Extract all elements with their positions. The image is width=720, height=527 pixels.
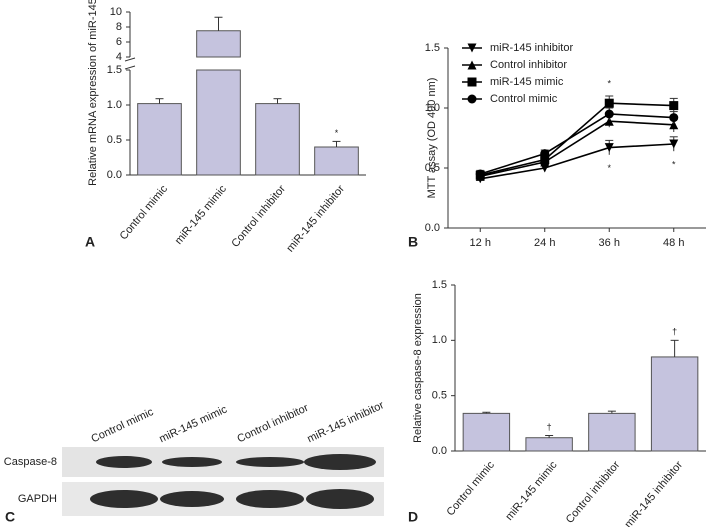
y-tick-label: 1.0	[425, 102, 440, 114]
legend-marker	[467, 60, 477, 70]
x-tick-label: Control mimic	[118, 183, 171, 243]
y-tick-label: 1.5	[432, 279, 447, 291]
legend-label: miR-145 mimic	[490, 76, 564, 88]
point	[669, 120, 679, 130]
y-tick-label: 10	[110, 6, 122, 18]
point	[669, 101, 679, 111]
axis-break	[124, 59, 136, 68]
y-tick-label: 0.5	[107, 134, 122, 146]
y-tick-label: 8	[116, 21, 122, 33]
y-axis-label: MTT assay (OD 490 nm)	[426, 78, 438, 199]
y-axis-label: Relative mRNA expression of miR-145	[87, 0, 99, 186]
lane-label: Control mimic	[89, 406, 155, 445]
point	[669, 139, 679, 149]
panel-label: C	[5, 509, 15, 525]
x-tick-label: Control mimic	[444, 459, 497, 519]
y-axis-label: Relative caspase-8 expression	[412, 293, 424, 443]
y-tick-label: 0.0	[432, 445, 447, 457]
panel-label: D	[408, 509, 418, 525]
blot-band	[306, 489, 374, 509]
point	[604, 109, 614, 119]
y-tick-label: 1.0	[107, 99, 122, 111]
y-tick-label: 0.0	[107, 169, 122, 181]
legend-label: Control inhibitor	[490, 59, 567, 71]
legend-label: Control mimic	[490, 93, 558, 105]
legend-marker	[467, 77, 477, 87]
bar	[588, 412, 636, 452]
x-tick-label: miR-145 inhibitor	[284, 183, 347, 255]
y-tick-label: 1.5	[107, 64, 122, 76]
blot-band	[160, 491, 224, 507]
x-tick-label: 48 h	[663, 237, 684, 249]
y-tick-label: 6	[116, 36, 122, 48]
blot-band	[304, 454, 376, 470]
bar	[462, 412, 511, 452]
y-tick-label: 0.0	[425, 222, 440, 234]
x-tick-label: miR-145 mimic	[503, 459, 560, 523]
x-tick-label: Control inhibitor	[564, 459, 623, 526]
blot-band	[90, 490, 158, 508]
series-line	[480, 120, 674, 178]
point	[540, 155, 550, 165]
x-tick-label: miR-145 mimic	[173, 183, 230, 247]
row-label: GAPDH	[18, 493, 57, 505]
legend-marker	[467, 94, 477, 104]
lane-label: miR-145 mimic	[157, 403, 229, 445]
x-tick-label: Control inhibitor	[229, 183, 288, 250]
blot-band	[236, 457, 304, 467]
point	[540, 149, 550, 159]
bar	[525, 437, 573, 452]
bar	[650, 356, 699, 452]
panel-label: B	[408, 234, 418, 250]
significance-mark: †	[547, 422, 552, 432]
significance-mark: *	[335, 128, 339, 138]
significance-mark: *	[672, 160, 676, 170]
series-line	[480, 143, 674, 180]
row-label: Caspase-8	[4, 456, 57, 468]
legend-label: miR-145 inhibitor	[490, 42, 573, 54]
lane-label: Control inhibitor	[235, 402, 310, 446]
blot-band	[162, 457, 222, 467]
axis-break-slash	[124, 65, 136, 70]
point	[604, 143, 614, 153]
x-tick-label: 12 h	[470, 237, 491, 249]
panel-label: A	[85, 234, 95, 250]
point	[604, 98, 614, 108]
significance-mark: *	[607, 78, 611, 88]
point	[475, 169, 485, 179]
series-line	[480, 113, 674, 175]
x-tick-label: miR-145 inhibitor	[623, 459, 686, 527]
y-tick-label: 0.5	[432, 390, 447, 402]
point	[669, 113, 679, 123]
bar	[137, 103, 182, 176]
blot-band	[236, 490, 304, 508]
y-tick-label: 1.0	[432, 334, 447, 346]
x-tick-label: 24 h	[534, 237, 555, 249]
y-tick-label: 0.5	[425, 162, 440, 174]
point	[604, 116, 614, 126]
series-line	[480, 102, 674, 176]
x-tick-label: 36 h	[599, 237, 620, 249]
significance-mark: *	[607, 163, 611, 173]
axis-break-slash	[124, 57, 136, 62]
blot-band	[96, 456, 152, 468]
bar	[255, 103, 300, 176]
bar	[196, 69, 241, 176]
bar	[196, 30, 241, 58]
lane-label: miR-145 inhibitor	[305, 399, 386, 445]
y-tick-label: 1.5	[425, 42, 440, 54]
significance-mark: †	[672, 327, 677, 337]
bar	[314, 146, 359, 176]
legend-marker	[467, 43, 477, 53]
y-tick-label: 4	[116, 51, 122, 63]
